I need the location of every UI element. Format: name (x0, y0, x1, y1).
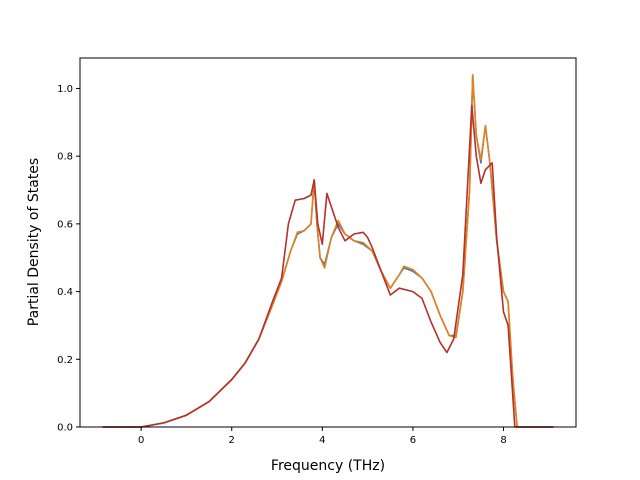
y-tick-label: 0.8 (57, 152, 73, 163)
y-tick-label: 0.4 (57, 287, 73, 298)
y-tick-label: 0.0 (57, 423, 73, 434)
y-tick-label: 1.0 (57, 84, 73, 95)
x-axis: 0 2 4 6 8 (138, 427, 507, 446)
y-axis: 0.0 0.2 0.4 0.6 0.8 1.0 (57, 84, 80, 434)
plot-frame (79, 57, 577, 428)
x-tick-label: 2 (229, 435, 235, 446)
y-tick-label: 0.6 (57, 219, 73, 230)
series-line-3 (102, 104, 554, 428)
plot-background (80, 58, 576, 427)
x-tick-label: 6 (410, 435, 416, 446)
y-tick-label: 0.2 (57, 355, 73, 366)
x-tick-label: 0 (138, 435, 144, 446)
y-axis-label: Partial Density of States (26, 158, 42, 326)
x-tick-label: 4 (319, 435, 325, 446)
series-layer (102, 74, 554, 428)
x-axis-label: Frequency (THz) (271, 458, 385, 474)
x-tick-label: 8 (500, 435, 506, 446)
